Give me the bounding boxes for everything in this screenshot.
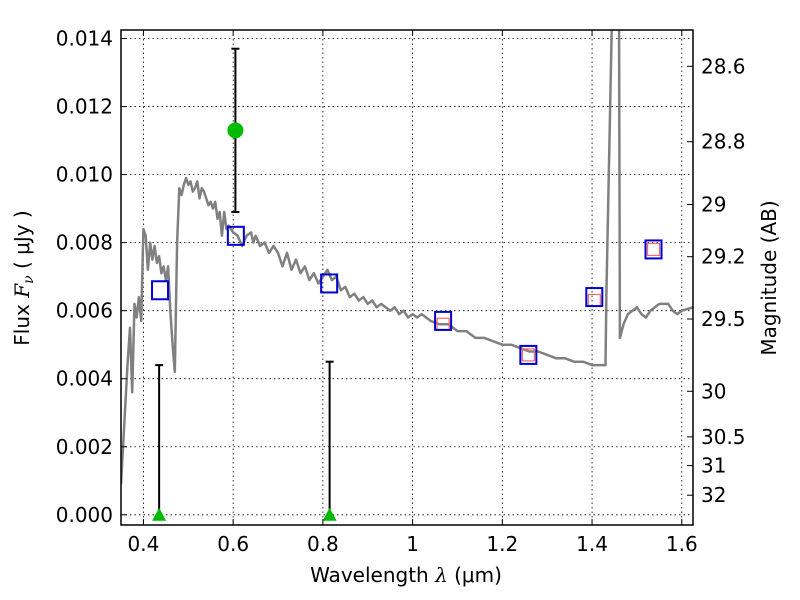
upper-limit-triangle [152, 507, 167, 521]
upper-limit-triangle [322, 507, 337, 521]
y-axis-label-symbol: F [10, 283, 34, 299]
model-photometry-square [585, 287, 604, 308]
detection-point [227, 122, 244, 139]
y-tick-label: 0.002 [56, 435, 113, 459]
x-tick-label: 0.6 [217, 532, 249, 556]
y-axis-label-unit: ( μJy ) [10, 210, 34, 275]
plot-frame [120, 29, 694, 526]
y-tick-label: 0.000 [56, 503, 113, 527]
y-tick-label: 0.010 [56, 163, 113, 187]
sed-model-line [121, 30, 693, 485]
y2-tick-label: 29.2 [701, 245, 746, 269]
model-photometry-square [644, 239, 663, 260]
y-tick-label: 0.008 [56, 231, 113, 255]
y-axis-label-prefix: Flux [10, 298, 34, 346]
x-axis-label: Wavelength λ (μm) [310, 563, 502, 587]
x-tick-label: 0.4 [128, 532, 160, 556]
x-tick-label: 1 [406, 532, 419, 556]
x-axis-label-unit: (μm) [448, 563, 502, 587]
y2-tick-label: 28.6 [701, 54, 746, 78]
y-axis-ticks: 0.000 0.002 0.004 0.006 0.008 0.010 0.012 0.014 [56, 27, 127, 527]
model-photometry-square [151, 280, 170, 301]
grid-lines [121, 30, 693, 525]
y2-tick-label: 32 [701, 483, 726, 507]
y-axis-label-subscript: ν [21, 275, 37, 284]
y2-tick-label: 30 [701, 379, 726, 403]
y2-axis-ticks: 28.6 28.8 29 29.2 29.5 30 30.5 31 32 [687, 54, 746, 507]
y2-tick-label: 31 [701, 454, 726, 478]
plot-series [121, 30, 693, 521]
x-tick-label: 1.4 [576, 532, 608, 556]
model-photometry-square [320, 273, 339, 294]
y2-axis-label: Magnitude (AB) [757, 200, 781, 355]
x-axis-label-symbol: λ [434, 563, 448, 587]
y-tick-label: 0.014 [56, 27, 113, 51]
y2-tick-label: 29.5 [701, 307, 746, 331]
y-axis-label: Flux Fν ( μJy ) [10, 210, 37, 345]
y2-tick-label: 30.5 [701, 425, 746, 449]
y2-tick-label: 29 [701, 193, 726, 217]
y-tick-label: 0.004 [56, 367, 113, 391]
x-axis-ticks: 0.4 0.6 0.8 1 1.2 1.4 1.6 [128, 30, 698, 556]
x-tick-label: 0.8 [307, 532, 339, 556]
observed-photometry-square [646, 242, 661, 257]
model-photometry-square [434, 310, 453, 331]
y-tick-label: 0.012 [56, 95, 113, 119]
x-tick-label: 1.2 [486, 532, 518, 556]
model-photometry-square [519, 344, 538, 365]
model-photometry-square [226, 225, 245, 246]
x-axis-label-prefix: Wavelength [310, 563, 435, 587]
y2-tick-label: 28.8 [701, 130, 746, 154]
observed-photometry-square [521, 348, 535, 362]
x-tick-label: 1.6 [666, 532, 698, 556]
y-tick-label: 0.006 [56, 299, 113, 323]
